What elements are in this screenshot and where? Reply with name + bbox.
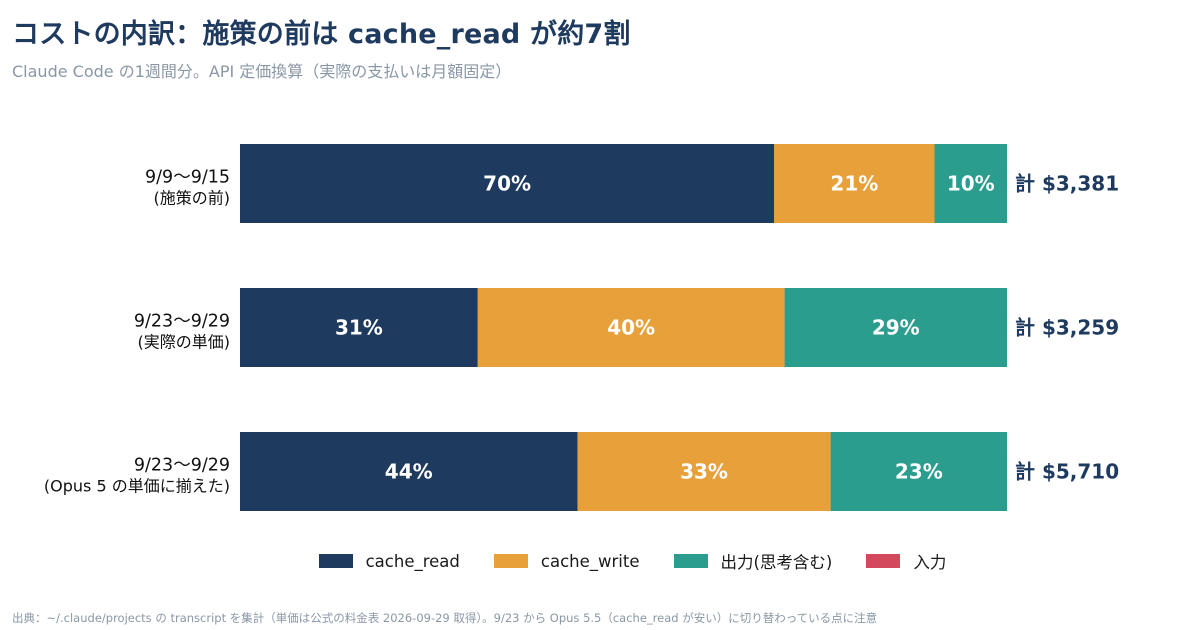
bar-value-label: 70% <box>483 172 531 196</box>
bar-segment-output <box>934 144 1007 223</box>
category-label-line2: (施策の前) <box>154 189 231 208</box>
legend-label: 入力 <box>913 553 947 572</box>
bar-value-label: 21% <box>830 172 878 196</box>
bar-total-label: 計 $3,259 <box>1015 316 1119 340</box>
category-label-line1: 9/9〜9/15 <box>145 168 230 188</box>
legend-swatch <box>866 554 901 568</box>
bar-total-label: 計 $5,710 <box>1015 460 1119 484</box>
legend-swatch <box>673 554 708 568</box>
bar-segment-output <box>784 288 1007 367</box>
legend-item-input: 入力 <box>866 549 946 573</box>
bar-segment-cache_write <box>577 432 831 511</box>
legend-label: cache_read <box>365 551 460 571</box>
bar-value-label: 10% <box>947 172 995 196</box>
legend-swatch <box>493 554 528 568</box>
category-label-line1: 9/23〜9/29 <box>134 312 230 332</box>
stacked-bar-chart: 9/9〜9/15(施策の前) 70% 21% 10% 計 $3,381 9/23〜9/29… <box>44 144 1119 511</box>
bar-value-label: 33% <box>680 460 728 484</box>
source-note: 出典：~/.claude/projects の transcript を集計（単… <box>12 611 878 625</box>
bar-value-label: 31% <box>335 316 383 340</box>
chart-subtitle: Claude Code の1週間分。API 定価換算（実際の支払いは月額固定） <box>12 62 512 81</box>
legend-label: 出力(思考含む) <box>720 553 833 572</box>
bar-value-label: 23% <box>895 460 943 484</box>
chart-legend: cache_read cache_write 出力(思考含む) 入力 <box>0 549 1200 573</box>
bar-total-label: 計 $3,381 <box>1015 172 1119 196</box>
legend-item-cache_write: cache_write <box>493 551 640 571</box>
bar-value-label: 44% <box>385 460 433 484</box>
category-label-line1: 9/23〜9/29 <box>134 456 230 476</box>
bar-value-label: 40% <box>607 316 655 340</box>
chart-title: コストの内訳：施策の前は cache_read が約7割 <box>12 19 631 50</box>
category-label-line2: (実際の単価) <box>138 333 231 352</box>
bar-segment-cache_read <box>240 288 478 367</box>
bar-segment-cache_write <box>774 144 935 223</box>
bar-segment-cache_write <box>477 288 785 367</box>
legend-item-output: 出力(思考含む) <box>673 549 833 573</box>
legend-label: cache_write <box>540 551 640 571</box>
bar-segment-output <box>830 432 1007 511</box>
bar-value-label: 29% <box>872 316 920 340</box>
category-label-line2: (Opus 5 の単価に揃えた) <box>44 477 230 496</box>
bar-segment-cache_read <box>240 144 775 223</box>
bar-segment-cache_read <box>240 432 578 511</box>
legend-swatch <box>318 554 353 568</box>
legend-item-cache_read: cache_read <box>318 551 460 571</box>
